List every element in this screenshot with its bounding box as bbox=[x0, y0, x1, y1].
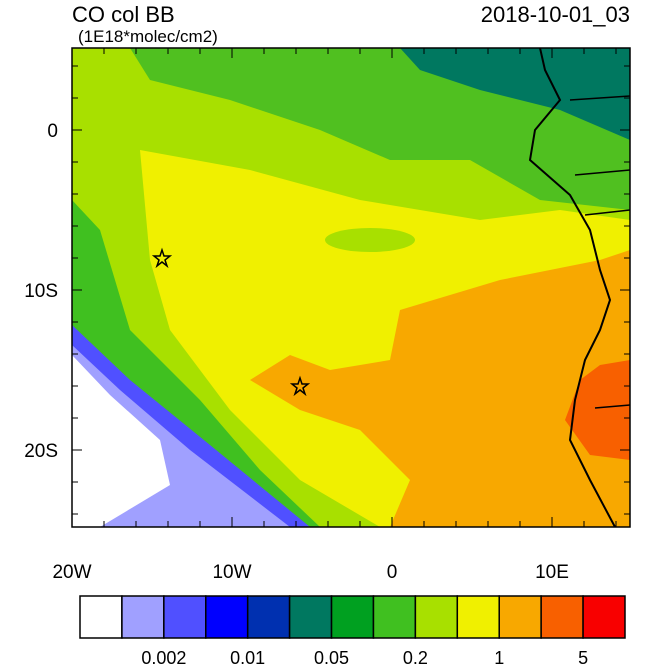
lon-label: 10E bbox=[535, 562, 569, 583]
colorbar-label: 0.002 bbox=[141, 648, 186, 667]
lon-label: 10W bbox=[212, 562, 251, 583]
colorbar-label: 1 bbox=[494, 648, 504, 667]
subtitle: (1E18*molec/cm2) bbox=[78, 27, 218, 46]
colorbar-box bbox=[372, 595, 417, 639]
colorbar-box bbox=[79, 595, 123, 639]
colorbar-box bbox=[121, 595, 165, 639]
colorbar-box bbox=[330, 595, 375, 639]
title: CO col BB bbox=[72, 2, 175, 27]
colorbar-label: 5 bbox=[578, 648, 588, 667]
colorbar-box bbox=[540, 595, 584, 639]
colorbar-box bbox=[456, 595, 500, 639]
colorbar-box bbox=[205, 595, 249, 639]
lon-label: 0 bbox=[387, 562, 398, 583]
colorbar-label: 0.2 bbox=[403, 648, 428, 667]
timestamp: 2018-10-01_03 bbox=[481, 2, 630, 27]
colorbar-box bbox=[246, 595, 291, 639]
colorbar-label: 0.01 bbox=[230, 648, 265, 667]
colorbar-box bbox=[414, 595, 459, 639]
map-field bbox=[72, 48, 630, 527]
lat-label: 10S bbox=[24, 281, 58, 302]
lon-label: 20W bbox=[52, 562, 91, 583]
map-ticks bbox=[71, 48, 630, 527]
colorbar-box bbox=[498, 595, 542, 639]
map-frame bbox=[71, 47, 631, 528]
colorbar-box bbox=[163, 595, 207, 639]
lat-label: 0 bbox=[47, 121, 58, 142]
colorbar-label: 0.05 bbox=[314, 648, 349, 667]
lat-label: 20S bbox=[24, 441, 58, 462]
colorbar-box bbox=[288, 595, 333, 639]
colorbar-box bbox=[582, 595, 626, 639]
